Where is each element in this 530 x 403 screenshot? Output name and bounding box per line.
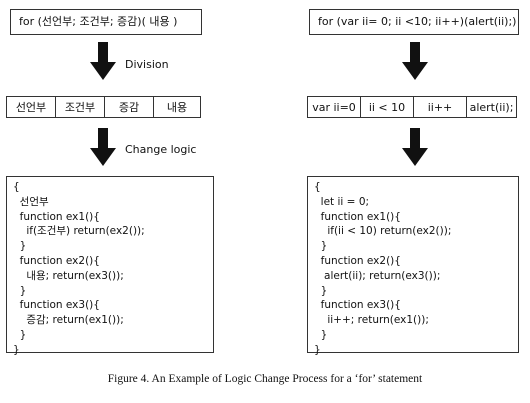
right-code-line: function ex1(){ (314, 210, 401, 223)
right-code-line: function ex2(){ (314, 254, 401, 267)
left-code-line: 증감; return(ex1()); (13, 314, 124, 327)
left-code-line: { (13, 181, 20, 193)
left-split-row: 선언부 조건부 증감 내용 (6, 96, 201, 118)
right-split-cell-declaration: var ii=0 (308, 97, 361, 117)
left-code-line: } (13, 328, 27, 341)
right-split-cell-increment: ii++ (414, 97, 467, 117)
right-code-line: if(ii < 10) return(ex2()); (314, 225, 452, 238)
left-change-logic-label: Change logic (125, 143, 197, 156)
right-code-line: function ex3(){ (314, 299, 401, 312)
left-division-label: Division (125, 58, 169, 71)
left-split-cell-declaration: 선언부 (7, 97, 56, 117)
right-code-line: let ii = 0; (314, 195, 370, 208)
left-code-line: } (13, 240, 27, 253)
right-code-line: ii++; return(ex1()); (314, 314, 429, 327)
left-code-line: function ex2(){ (13, 254, 100, 267)
left-code-line: 내용; return(ex3()); (13, 269, 124, 282)
left-code-line: } (13, 343, 20, 356)
right-division-arrow-icon (402, 42, 428, 80)
right-code-line: } (314, 328, 328, 341)
right-code-line: } (314, 240, 328, 253)
right-split-cell-body: alert(ii); (469, 100, 514, 114)
left-code-line: function ex1(){ (13, 210, 100, 223)
left-division-arrow-icon (90, 42, 116, 80)
left-code-block: { 선언부 function ex1(){ if(조건부) return(ex2… (6, 176, 214, 356)
left-for-statement-text: for (선언부; 조건부; 증감)( 내용 ) (19, 15, 178, 28)
right-code-line: } (314, 284, 328, 297)
right-split-cell-condition: ii < 10 (361, 97, 414, 117)
left-split-cell-increment: 증감 (105, 97, 154, 117)
right-split-row: var ii=0 ii < 10 ii++ alert(ii); (307, 96, 517, 118)
right-code-block: { let ii = 0; function ex1(){ if(ii < 10… (307, 176, 519, 356)
left-change-logic-arrow-icon (90, 128, 116, 166)
right-for-statement-box: for (var ii= 0; ii <10; ii++)(alert(ii);… (309, 9, 519, 35)
left-split-cell-condition: 조건부 (56, 97, 105, 117)
left-split-cell-body: 내용 (166, 101, 188, 114)
left-code-line: } (13, 284, 27, 297)
right-code-line: } (314, 343, 321, 356)
right-code-line: { (314, 181, 321, 193)
left-code-line: 선언부 (13, 195, 49, 208)
figure-caption: Figure 4. An Example of Logic Change Pro… (107, 373, 423, 385)
right-change-logic-arrow-icon (402, 128, 428, 166)
left-code-line: if(조건부) return(ex2()); (13, 225, 145, 238)
left-code-line: function ex3(){ (13, 299, 100, 312)
right-for-statement-text: for (var ii= 0; ii <10; ii++)(alert(ii);… (318, 15, 517, 28)
right-code-line: alert(ii); return(ex3()); (314, 269, 441, 282)
left-for-statement-box: for (선언부; 조건부; 증감)( 내용 ) (10, 9, 202, 35)
